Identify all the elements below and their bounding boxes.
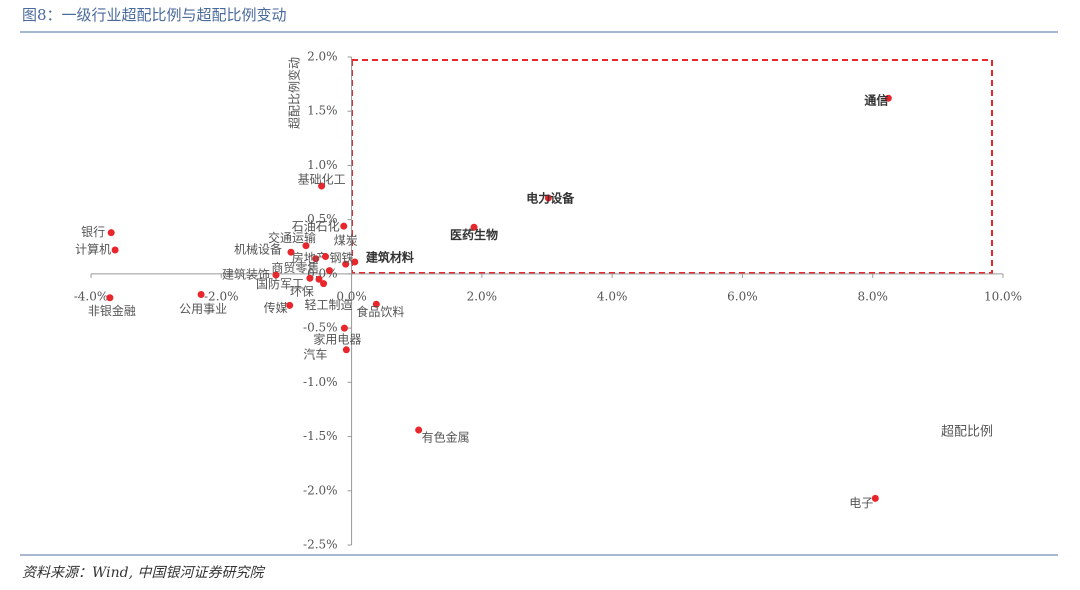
point-label: 环保 bbox=[290, 285, 314, 299]
point-label: 电力设备 bbox=[526, 190, 575, 205]
point-label: 电子 bbox=[849, 496, 873, 510]
x-tick-label: 2.0% bbox=[467, 289, 498, 303]
point bbox=[351, 258, 359, 266]
point-label: 轻工制造 bbox=[305, 298, 353, 312]
point-label: 交通运输 bbox=[268, 230, 316, 245]
y-tick-label: -2.5% bbox=[303, 538, 338, 552]
point-label: 公用事业 bbox=[179, 302, 227, 316]
point bbox=[322, 253, 330, 261]
point-label: 机械设备 bbox=[234, 242, 282, 257]
point bbox=[544, 194, 552, 202]
x-tick-label: -4.0% bbox=[74, 289, 109, 303]
point bbox=[111, 246, 119, 254]
point bbox=[415, 426, 423, 434]
point-label: 医药生物 bbox=[450, 227, 498, 242]
point-label: 有色金属 bbox=[422, 430, 470, 445]
point bbox=[197, 290, 205, 298]
point bbox=[342, 346, 350, 354]
point bbox=[315, 275, 323, 283]
point bbox=[312, 255, 320, 263]
x-tick-label: 4.0% bbox=[597, 289, 628, 303]
point bbox=[340, 324, 348, 332]
y-tick-label: 1.0% bbox=[307, 158, 338, 172]
point-label: 商贸零售 bbox=[271, 260, 319, 275]
point-label: 通信 bbox=[864, 93, 888, 108]
point bbox=[318, 182, 326, 190]
point bbox=[470, 223, 478, 231]
point-label: 食品饮料 bbox=[356, 304, 404, 319]
point-label: 汽车 bbox=[303, 346, 327, 361]
point-label: 国防军工 bbox=[256, 276, 304, 291]
x-axis-title: 超配比例 bbox=[941, 425, 993, 440]
y-tick-label: 2.0% bbox=[307, 50, 338, 64]
point-label: 钢铁 bbox=[330, 251, 354, 265]
point bbox=[287, 248, 295, 256]
point bbox=[106, 294, 114, 302]
point-label: 建筑材料 bbox=[365, 249, 414, 264]
point bbox=[320, 280, 328, 288]
point-label: 家用电器 bbox=[313, 332, 361, 347]
x-tick-label: 6.0% bbox=[727, 289, 758, 303]
point-label: 建筑装饰 bbox=[222, 266, 270, 281]
point bbox=[306, 274, 314, 282]
point bbox=[286, 301, 294, 309]
point bbox=[340, 222, 348, 230]
point bbox=[372, 300, 380, 308]
point-label: 银行 bbox=[81, 225, 105, 239]
highlight-box bbox=[351, 59, 993, 274]
point-label: 房地产 bbox=[292, 250, 328, 265]
x-tick-label: 0.0% bbox=[336, 289, 367, 303]
y-tick-label: 1.5% bbox=[307, 104, 338, 118]
x-tick-label: 8.0% bbox=[857, 289, 888, 303]
point bbox=[272, 271, 280, 279]
y-tick-label: 0.5% bbox=[307, 212, 338, 226]
point-label: 煤炭 bbox=[334, 234, 358, 248]
point bbox=[342, 260, 350, 268]
point-label: 传媒 bbox=[264, 300, 288, 315]
y-axis-title: 超配比例变动 bbox=[287, 57, 302, 129]
point bbox=[302, 242, 310, 250]
point bbox=[325, 267, 333, 275]
point-label: 计算机 bbox=[75, 242, 111, 257]
page-title: 图8：一级行业超配比例与超配比例变动 bbox=[22, 6, 287, 24]
y-tick-label: -1.0% bbox=[303, 375, 338, 389]
point-label: 基础化工 bbox=[298, 173, 346, 187]
x-tick-label: 10.0% bbox=[984, 289, 1022, 303]
y-tick-label: -2.0% bbox=[303, 483, 338, 497]
x-tick-label: -2.0% bbox=[204, 289, 239, 303]
y-tick-label: -0.5% bbox=[303, 321, 338, 335]
point bbox=[884, 94, 892, 102]
source: 资料来源：Wind, 中国银河证券研究院 bbox=[22, 565, 265, 581]
point bbox=[107, 229, 115, 237]
y-tick-label: -1.5% bbox=[303, 429, 338, 443]
point bbox=[871, 494, 879, 502]
point-label: 石油石化 bbox=[292, 220, 340, 234]
point-label: 非银金融 bbox=[88, 303, 136, 318]
